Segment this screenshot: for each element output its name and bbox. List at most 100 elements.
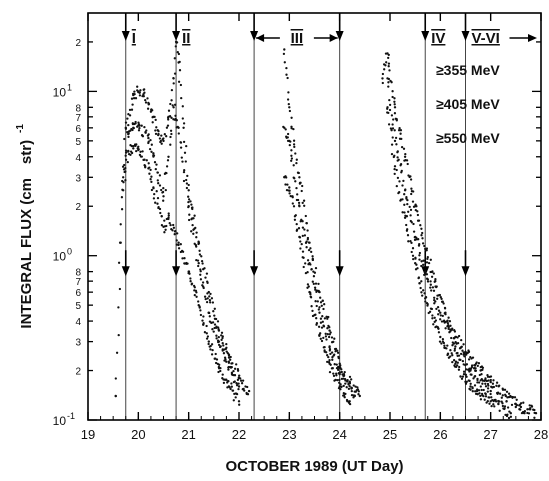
data-point (412, 230, 416, 233)
data-point (199, 270, 202, 273)
data-point (464, 350, 467, 353)
data-point (189, 280, 192, 283)
data-point (399, 132, 402, 135)
data-point (172, 226, 176, 229)
data-point (323, 303, 326, 306)
data-point (429, 280, 432, 283)
data-point (383, 68, 386, 71)
data-point (124, 151, 128, 154)
data-point (231, 362, 234, 365)
data-point (327, 315, 330, 319)
data-point (419, 286, 422, 290)
data-point (204, 276, 207, 279)
data-point (227, 361, 231, 364)
data-point (187, 270, 190, 273)
data-point (481, 382, 484, 385)
data-point (471, 386, 474, 389)
data-point (179, 146, 183, 149)
data-point (513, 396, 517, 399)
data-point (237, 382, 240, 385)
data-point (195, 291, 198, 294)
data-point (500, 396, 503, 399)
data-point (391, 90, 394, 93)
data-point (335, 374, 338, 377)
data-point (393, 103, 396, 106)
data-point (247, 389, 251, 393)
data-point (172, 106, 175, 109)
data-point (472, 377, 475, 380)
data-point (454, 362, 457, 365)
data-point (124, 154, 127, 157)
data-point (387, 81, 390, 84)
data-point (246, 385, 249, 389)
data-point (523, 412, 526, 415)
data-point (221, 348, 224, 351)
data-point (293, 218, 297, 221)
data-point (437, 331, 441, 334)
data-point (325, 351, 328, 354)
data-point (444, 327, 447, 330)
data-point (481, 366, 485, 369)
data-point (509, 412, 512, 415)
data-point (225, 360, 228, 363)
data-point (418, 282, 421, 285)
data-point (192, 232, 195, 235)
data-point (429, 283, 432, 286)
series-2 (121, 77, 517, 409)
data-point (316, 300, 319, 303)
data-point (310, 250, 313, 254)
data-point (291, 196, 294, 199)
data-point (301, 201, 304, 205)
data-point (348, 385, 351, 388)
data-point (387, 85, 390, 88)
data-point (301, 184, 304, 188)
data-point (429, 286, 432, 289)
data-point (205, 337, 209, 340)
data-point (150, 180, 153, 184)
data-point (217, 335, 220, 339)
data-point (402, 147, 406, 150)
data-point (533, 408, 536, 412)
y-tick-label: 4 (75, 153, 81, 164)
data-point (124, 126, 128, 129)
data-point (292, 127, 295, 131)
data-point (417, 238, 420, 241)
event-label-IV: IV (431, 30, 445, 47)
y-axis-label: INTEGRAL FLUX (cm str) -1 (15, 124, 35, 329)
data-point (412, 257, 415, 261)
data-point (299, 220, 302, 223)
data-point (311, 258, 315, 262)
data-point (469, 369, 472, 372)
data-point (469, 388, 472, 391)
data-point (134, 120, 137, 124)
data-point (217, 326, 220, 329)
data-point (183, 257, 186, 260)
data-point (348, 400, 351, 403)
x-tick-label: 19 (81, 427, 95, 442)
data-point (183, 169, 186, 172)
data-point (138, 94, 142, 97)
data-point (135, 143, 138, 146)
data-point (421, 231, 424, 235)
data-point (461, 375, 465, 378)
series-3 (121, 106, 513, 420)
data-point (319, 301, 323, 304)
data-point (304, 262, 307, 265)
data-point (198, 306, 201, 309)
event-arrow-top (250, 31, 259, 41)
data-point (193, 286, 196, 289)
data-point (353, 394, 356, 398)
data-point (199, 273, 202, 276)
data-point (196, 259, 200, 262)
data-point (183, 151, 187, 154)
data-point (534, 412, 538, 415)
data-point (232, 373, 235, 377)
data-point (494, 398, 497, 402)
data-point (163, 231, 166, 234)
data-point (169, 102, 172, 106)
data-point (221, 373, 224, 376)
data-point (340, 368, 343, 371)
data-point (388, 108, 392, 112)
data-point (292, 164, 295, 167)
data-point (187, 183, 190, 187)
